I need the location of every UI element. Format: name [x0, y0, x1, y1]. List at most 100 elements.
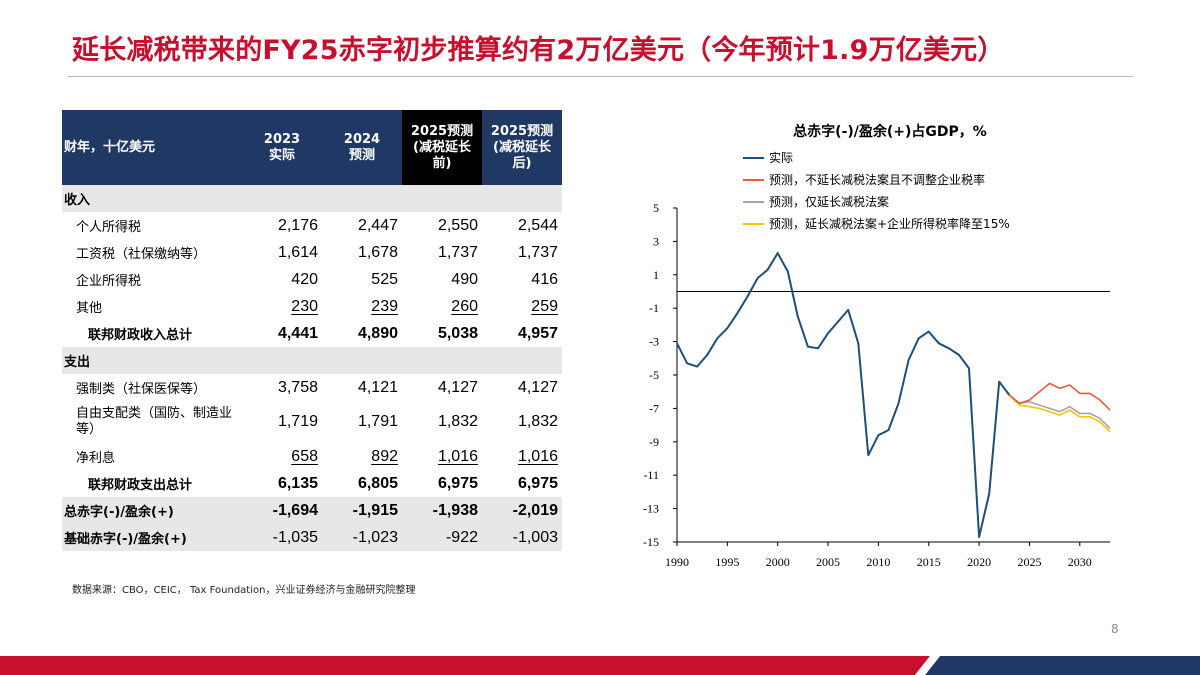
cell: 260 — [402, 293, 482, 320]
row-label: 联邦财政支出总计 — [88, 478, 193, 493]
row-label: 个人所得税 — [76, 220, 142, 235]
cell: 239 — [322, 293, 402, 320]
y-tick-label: -5 — [649, 368, 659, 382]
deficit-gdp-chart: 总赤字(-)/盈余(+)占GDP，% 5 3 1 -1 -3 -5 -7 -9 -11 -13 -15… — [643, 123, 1111, 569]
cell: 525 — [371, 270, 398, 288]
series-line — [1008, 382, 1111, 411]
header-2025-after: 2025预测 (减税延长 后) — [482, 110, 562, 185]
cell: 4,957 — [517, 324, 558, 342]
cell: 3,758 — [277, 378, 318, 396]
cell-text: 259 — [531, 297, 558, 315]
legend-label: 预测，不延长减税法案且不调整企业税率 — [769, 172, 985, 187]
title-divider — [68, 76, 1133, 77]
header-unit: 财年，十亿美元 — [62, 110, 242, 185]
header-line: 2023 — [263, 131, 301, 147]
source-note: 数据来源：CBO，CEIC， Tax Foundation，兴业证券经济与金融研… — [72, 585, 416, 596]
cell: -1,003 — [482, 524, 562, 551]
page-title: 延长减税带来的FY25赤字初步推算约有2万亿美元（今年预计1.9万亿美元） — [72, 35, 1005, 66]
x-tick-label: 2015 — [917, 555, 941, 569]
cell: 1,016 — [402, 443, 482, 470]
row-label: 联邦财政收入总计 — [88, 328, 193, 343]
y-tick-label: 3 — [653, 234, 659, 248]
cell: 490 — [451, 270, 478, 288]
cell: 1,791 — [357, 413, 398, 430]
cell: -1,915 — [322, 497, 402, 524]
cell-text: 260 — [451, 297, 478, 315]
x-tick-label: 2000 — [766, 555, 790, 569]
cell: 4,121 — [357, 378, 398, 396]
row-label: 强制类（社保医保等） — [76, 382, 207, 397]
header-line: 2025预测 — [490, 123, 554, 139]
cell: 1,832 — [517, 413, 558, 430]
cell: 4,127 — [437, 378, 478, 396]
cell: 6,805 — [357, 474, 398, 492]
cell-text: 658 — [291, 447, 318, 465]
cell: 230 — [242, 293, 322, 320]
cell: 259 — [482, 293, 562, 320]
y-tick-label: 1 — [653, 268, 659, 282]
section-label: 支出 — [62, 347, 562, 374]
table-row: 个人所得税 2,176 2,447 2,550 2,544 — [62, 212, 562, 239]
y-tick-label: -11 — [643, 468, 659, 482]
header-line: 预测 — [348, 147, 375, 163]
table-row: 工资税（社保缴纳等） 1,614 1,678 1,737 1,737 — [62, 239, 562, 266]
cell: 2,447 — [357, 216, 398, 234]
cell: 2,544 — [517, 216, 558, 234]
legend-label: 预测，仅延长减税法案 — [769, 194, 889, 209]
table-row: 净利息 658 892 1,016 1,016 — [62, 443, 562, 470]
table-row: 强制类（社保医保等） 3,758 4,121 4,127 4,127 — [62, 374, 562, 401]
table-row: 自由支配类（国防、制造业等） 1,719 1,791 1,832 1,832 — [62, 401, 562, 443]
cell: 1,678 — [357, 243, 398, 261]
table-row: 企业所得税 420 525 490 416 — [62, 266, 562, 293]
cell: 1,737 — [517, 243, 558, 261]
x-tick-label: 2020 — [967, 555, 991, 569]
row-label: 自由支配类（国防、制造业等） — [76, 406, 233, 437]
total-spending-row: 联邦财政支出总计 6,135 6,805 6,975 6,975 — [62, 470, 562, 497]
cell: -1,694 — [242, 497, 322, 524]
header-2023: 2023 实际 — [242, 110, 322, 185]
cell-text: 230 — [291, 297, 318, 315]
section-spending: 支出 — [62, 347, 562, 374]
total-revenue-row: 联邦财政收入总计 4,441 4,890 5,038 4,957 — [62, 320, 562, 347]
cell-text: 1,016 — [437, 447, 478, 465]
header-2024: 2024 预测 — [322, 110, 402, 185]
section-revenue: 收入 — [62, 185, 562, 212]
row-label: 工资税（社保缴纳等） — [76, 247, 207, 262]
footer-red-band — [0, 656, 930, 675]
deficit-row: 总赤字(-)/盈余(+) -1,694 -1,915 -1,938 -2,019 — [62, 497, 562, 524]
series-line — [1008, 394, 1111, 433]
table-row: 其他 230 239 260 259 — [62, 293, 562, 320]
x-tick-label: 2005 — [816, 555, 840, 569]
header-line: 财年，十亿美元 — [64, 139, 156, 155]
table-header-row: 财年，十亿美元 2023 实际 2024 预测 2025预测 (减税延长 前) 2025… — [62, 110, 562, 185]
cell: 6,975 — [437, 474, 478, 492]
cell: 1,614 — [277, 243, 318, 261]
cell-text: 892 — [371, 447, 398, 465]
cell: 2,176 — [277, 216, 318, 234]
page-number: 8 — [1111, 622, 1119, 636]
cell: -1,023 — [322, 524, 402, 551]
cell: 1,016 — [482, 443, 562, 470]
fiscal-table: 财年，十亿美元 2023 实际 2024 预测 2025预测 (减税延长 前) 2025… — [62, 110, 562, 551]
x-tick-label: 2025 — [1017, 555, 1041, 569]
cell-text: 1,016 — [517, 447, 558, 465]
header-line: (减税延长 — [413, 139, 471, 155]
y-tick-label: -9 — [649, 435, 659, 449]
cell: 5,038 — [437, 324, 478, 342]
footer-white-stripe — [915, 656, 940, 675]
cell: 1,832 — [437, 413, 478, 430]
cell: 892 — [322, 443, 402, 470]
cell: 4,127 — [517, 378, 558, 396]
footer-navy-band — [925, 656, 1200, 675]
x-tick-label: 2030 — [1068, 555, 1092, 569]
y-tick-label: -1 — [649, 301, 659, 315]
series-line — [676, 252, 1011, 538]
cell: 416 — [531, 270, 558, 288]
y-tick-label: -15 — [643, 535, 659, 549]
cell-text: 239 — [371, 297, 398, 315]
cell: 4,890 — [357, 324, 398, 342]
y-tick-label: -3 — [649, 335, 659, 349]
series-line — [1008, 394, 1111, 429]
cell: -1,938 — [402, 497, 482, 524]
legend-label: 实际 — [769, 150, 793, 165]
